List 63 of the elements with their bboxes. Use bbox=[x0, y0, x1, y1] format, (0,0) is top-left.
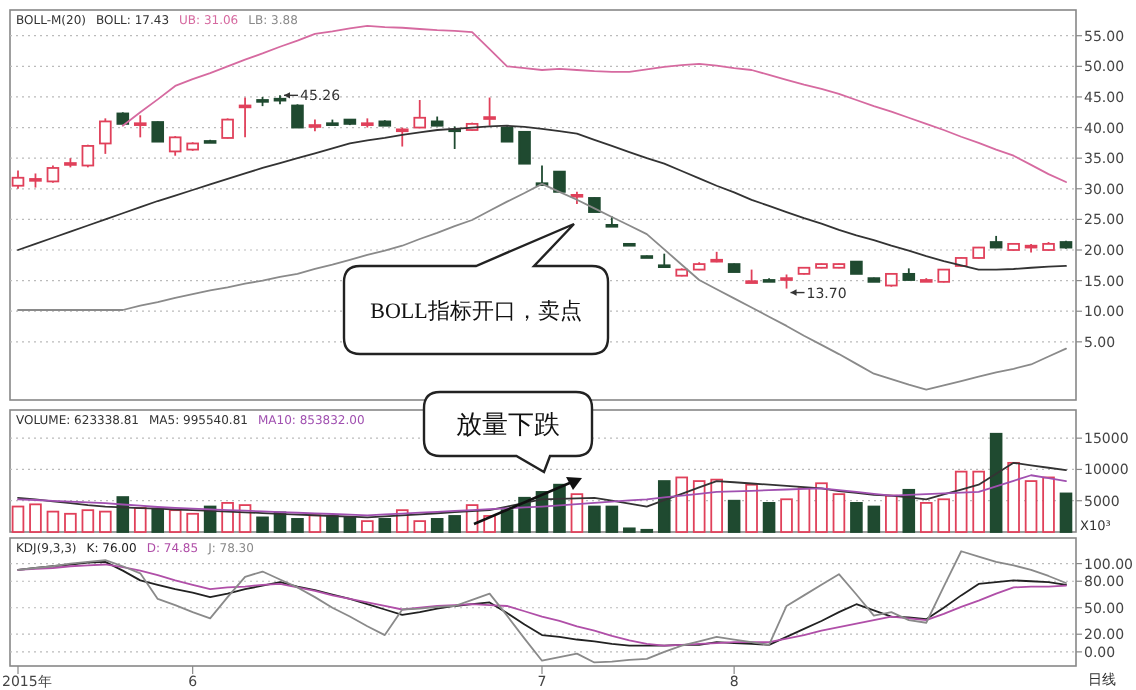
candlestick bbox=[133, 114, 147, 139]
bar bbox=[1007, 461, 1020, 533]
line-series bbox=[17, 124, 1067, 271]
bar bbox=[1042, 476, 1055, 533]
annotation: BOLL指标开口，卖点 bbox=[370, 297, 582, 324]
bar bbox=[797, 487, 811, 533]
bar bbox=[308, 514, 322, 533]
bar bbox=[692, 480, 706, 533]
candlestick bbox=[483, 96, 496, 127]
bar bbox=[850, 502, 863, 533]
candlestick bbox=[151, 120, 165, 143]
candlestick bbox=[11, 169, 25, 190]
bar bbox=[168, 509, 182, 533]
bar bbox=[727, 499, 741, 533]
bar bbox=[291, 518, 304, 533]
bar bbox=[11, 505, 25, 533]
candlestick bbox=[221, 117, 234, 140]
bar bbox=[919, 502, 933, 533]
bar bbox=[99, 510, 112, 533]
candlestick bbox=[518, 130, 531, 165]
bar bbox=[885, 494, 898, 533]
candlestick bbox=[99, 117, 112, 155]
bar bbox=[256, 516, 269, 533]
bar bbox=[500, 509, 514, 533]
bar bbox=[762, 502, 776, 533]
candlestick bbox=[291, 103, 304, 129]
line-series bbox=[121, 25, 1067, 183]
bar bbox=[81, 509, 95, 533]
bar bbox=[1024, 480, 1038, 533]
bar bbox=[867, 505, 881, 533]
bar bbox=[675, 476, 689, 533]
bar bbox=[448, 515, 461, 533]
bar bbox=[954, 470, 968, 533]
bar bbox=[1059, 492, 1073, 533]
bar bbox=[326, 515, 339, 533]
bar bbox=[588, 505, 601, 533]
bar bbox=[151, 507, 165, 533]
bar bbox=[133, 507, 147, 533]
bar bbox=[29, 503, 42, 533]
bar bbox=[46, 510, 60, 533]
bar bbox=[832, 493, 846, 533]
candlestick bbox=[168, 135, 182, 157]
bar bbox=[186, 512, 199, 533]
line-series bbox=[17, 474, 1067, 517]
bar bbox=[972, 470, 985, 533]
bar bbox=[745, 483, 758, 533]
annotation: 放量下跌 bbox=[456, 409, 560, 440]
line-series bbox=[17, 461, 1067, 519]
bar bbox=[361, 520, 374, 533]
bar bbox=[937, 498, 951, 533]
bar bbox=[780, 498, 793, 533]
candlestick bbox=[413, 99, 427, 130]
bar bbox=[413, 520, 427, 533]
bar bbox=[815, 482, 828, 533]
bar bbox=[657, 480, 671, 533]
bar bbox=[710, 478, 723, 533]
bar bbox=[605, 505, 619, 533]
bar bbox=[378, 518, 392, 533]
bar bbox=[343, 516, 357, 533]
bar bbox=[64, 512, 77, 533]
bar bbox=[989, 432, 1003, 533]
line-series bbox=[17, 182, 1067, 391]
bar bbox=[430, 518, 444, 533]
